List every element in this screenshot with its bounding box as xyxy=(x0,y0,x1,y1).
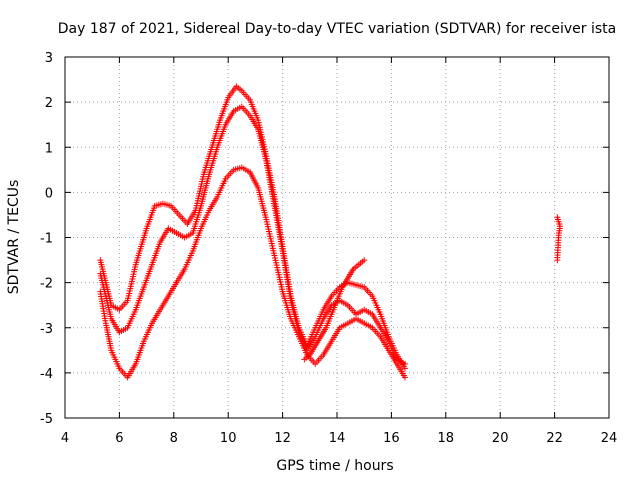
x-tick-label: 14 xyxy=(329,431,346,446)
y-tick-label: -4 xyxy=(40,367,53,382)
y-tick-label: -2 xyxy=(40,277,53,292)
data-points xyxy=(97,83,564,381)
x-tick-label: 18 xyxy=(438,431,455,446)
x-tick-label: 16 xyxy=(383,431,400,446)
x-tick-label: 24 xyxy=(601,431,618,446)
x-tick-label: 22 xyxy=(546,431,563,446)
y-tick-label: 2 xyxy=(45,96,53,111)
ticks xyxy=(64,56,610,419)
series-track-E xyxy=(554,214,564,264)
series-track-C xyxy=(97,164,408,381)
x-axis-label: GPS time / hours xyxy=(276,458,393,474)
data-point xyxy=(361,257,368,264)
y-tick-label: 3 xyxy=(45,51,53,66)
y-axis-label: SDTVAR / TECUs xyxy=(6,180,22,295)
y-tick-labels: -5 -4 -3 -2 -1 0 1 2 3 xyxy=(40,51,53,427)
x-tick-labels: 4 6 8 10 12 14 16 18 20 22 24 xyxy=(61,431,617,446)
x-tick-label: 4 xyxy=(61,431,69,446)
series-track-D xyxy=(301,257,368,363)
y-tick-label: -5 xyxy=(40,412,53,427)
x-tick-label: 10 xyxy=(220,431,237,446)
y-tick-label: 0 xyxy=(45,186,53,201)
data-point xyxy=(402,360,408,367)
x-tick-label: 12 xyxy=(274,431,291,446)
x-tick-label: 20 xyxy=(492,431,509,446)
data-point xyxy=(402,374,408,381)
y-tick-label: -1 xyxy=(40,232,53,247)
chart-title: Day 187 of 2021, Sidereal Day-to-day VTE… xyxy=(58,21,616,37)
y-tick-label: 1 xyxy=(45,141,53,156)
data-point xyxy=(554,257,561,264)
y-tick-label: -3 xyxy=(40,322,53,337)
x-tick-label: 8 xyxy=(170,431,178,446)
x-tick-label: 6 xyxy=(115,431,123,446)
